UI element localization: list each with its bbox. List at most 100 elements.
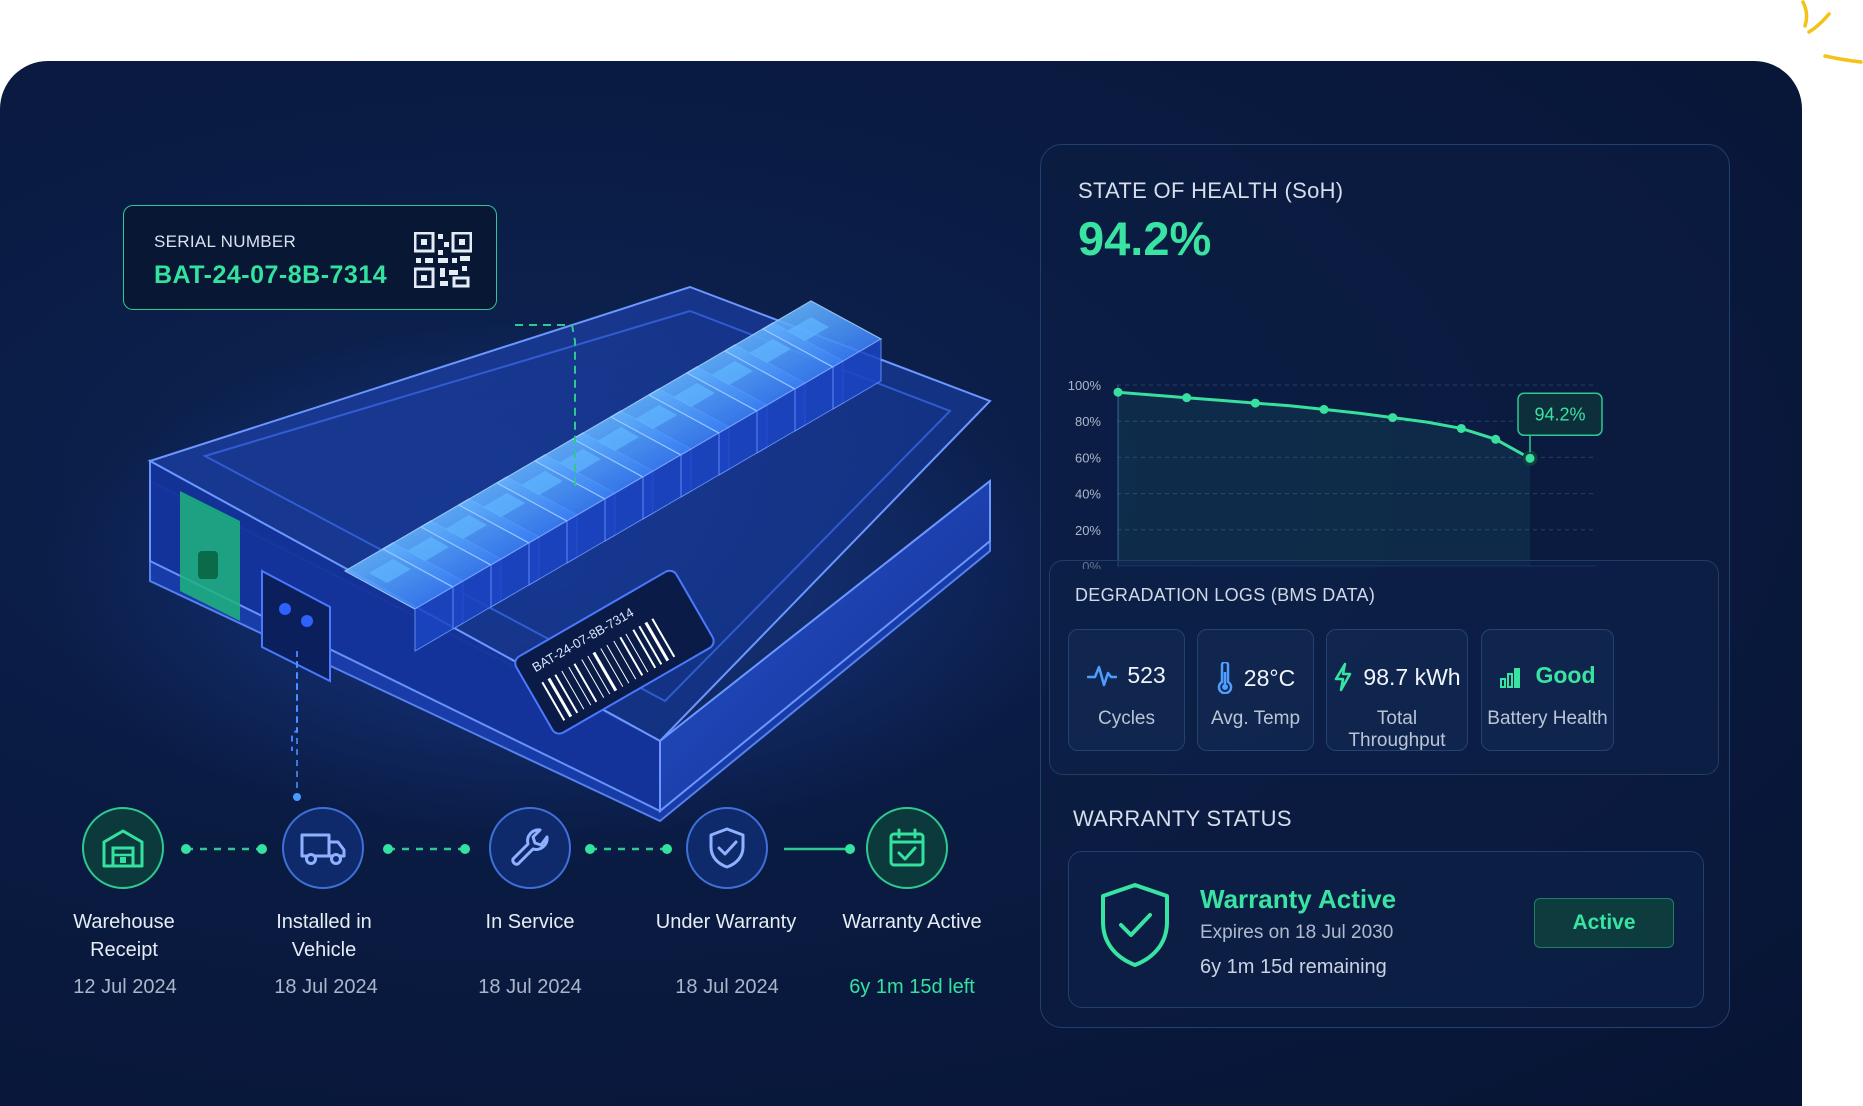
y-tick-label: 40% [1075,487,1101,502]
timeline-step-under-warranty[interactable] [686,807,768,889]
cell-terminal [521,471,563,495]
timeline-connectors [181,844,855,854]
y-tick-label: 20% [1075,523,1101,538]
stat-card-cycles[interactable]: 523 Cycles [1068,629,1185,751]
barcode-bar [651,618,676,658]
stat-value: Good [1535,662,1596,688]
timeline-step-label: In Service [485,911,575,933]
battery-health-panel: STATE OF HEALTH (SoH) 94.2% 0% 20% 40% 60% 8… [1040,144,1730,1028]
soh-line-chart: 0%20%40%60%80%100% 01Y2Y3Y4Y5Y6Y 94.2% [1068,378,1603,569]
cell-terminal [711,361,753,385]
timeline-step-label: Installed in Vehicle [276,911,372,961]
stat-label: Total Throughput [1348,708,1446,751]
barcode-bar [619,636,644,676]
timeline-step-date: 18 Jul 2024 [274,976,378,998]
timeline-step-label: Warehouse Receipt [73,911,175,961]
cell-terminal [749,339,791,363]
battery-passport-card: BAT-24-07-8B-7314 SERIAL NUMBER BAT-24-0… [0,61,1802,1106]
y-tick-label: 80% [1075,414,1101,429]
barcode-bar [547,677,573,718]
stat-label: Battery Health [1487,708,1608,729]
serial-number-label: SERIAL NUMBER [154,232,297,251]
barcode-bar [592,651,618,692]
timeline-step-date: 12 Jul 2024 [73,976,177,998]
battery-cell-side [832,338,882,410]
barcode-bar [573,663,598,703]
cell-terminal [559,449,601,473]
stat-card-total-throughput[interactable]: 98.7 kWh Total Throughput [1326,629,1468,751]
warranty-expires: Expires on 18 Jul 2030 [1200,922,1394,943]
warehouse-icon [102,829,144,868]
stat-label: Cycles [1097,708,1155,729]
barcode-bar [625,633,649,673]
data-point [1456,423,1466,433]
barcode-bar [600,648,624,687]
pulse-icon [1087,665,1118,686]
stat-card-battery-health[interactable]: Good Battery Health [1481,629,1614,751]
data-point [1250,398,1260,408]
sparkle-decoration [1801,0,1863,64]
cell-terminal [673,383,715,407]
timeline-step-warranty-active[interactable] [866,807,948,889]
battery-pack-illustration: BAT-24-07-8B-7314 [40,285,1040,841]
degradation-logs-title: DEGRADATION LOGS (BMS DATA) [1075,585,1376,605]
thermometer-icon [1217,662,1233,694]
y-tick-label: 100% [1068,378,1102,393]
truck-icon [300,833,346,865]
timeline-step-date: 18 Jul 2024 [478,976,582,998]
lightning-icon [1335,662,1352,692]
shield-check-icon [709,827,745,869]
soh-value: 94.2% [1078,212,1212,265]
soh-series-area [1118,392,1530,566]
warranty-status-title: WARRANTY STATUS [1073,806,1292,831]
stat-card-avg-temp[interactable]: 28°C Avg. Temp [1197,629,1314,751]
degradation-logs-section: DEGRADATION LOGS (BMS DATA) 523 Cycles [1049,560,1719,775]
timeline-step-warehouse-receipt[interactable] [82,807,164,889]
soh-callout-box [1517,392,1603,437]
barcode-bar [561,670,585,710]
stat-value: 523 [1127,662,1166,688]
timeline-step-in-service[interactable] [489,807,571,889]
barcode-bar [554,674,579,714]
timeline-step-label: Under Warranty [655,911,797,933]
barcode-bar [541,681,566,721]
warranty-active-badge[interactable]: Active [1534,898,1674,948]
cell-terminal [407,537,449,561]
battery-cells [343,300,883,652]
cell-terminal [787,317,829,341]
stat-value: 98.7 kWh [1363,663,1461,690]
qr-code-icon[interactable] [414,232,472,288]
data-point [1388,413,1398,423]
data-point [1522,450,1538,466]
timeline-step-installed-in-vehicle[interactable] [282,807,364,889]
data-point [1491,434,1501,444]
calendar-check-icon [889,828,925,867]
barcode-bar [613,640,637,680]
serial-number-value: BAT-24-07-8B-7314 [154,261,388,289]
warranty-remaining: 6y 1m 15d remaining [1200,956,1387,978]
data-point [1182,393,1192,403]
cell-terminal [635,405,677,429]
signal-bars-icon [1500,667,1521,688]
data-point [1319,404,1329,414]
timeline-step-date: 6y 1m 15d left [849,976,975,998]
y-tick-label: 0% [1082,559,1101,569]
barcode-bar [638,625,663,665]
barcode-bar [587,655,611,695]
stat-label: Avg. Temp [1210,708,1301,729]
cell-terminal [483,493,525,517]
data-point [1113,387,1123,397]
barcode-bar [581,659,605,698]
timeline-step-label: Warranty Active [842,911,982,933]
wrench-icon [511,828,549,866]
barcode-bar [632,629,657,669]
barcode-bar [568,666,592,706]
warranty-heading: Warranty Active [1200,884,1397,914]
soh-title: STATE OF HEALTH (SoH) [1078,178,1344,203]
warranty-status-box: Warranty Active Expires on 18 Jul 2030 6… [1068,851,1704,1008]
cell-terminal [445,515,487,539]
timeline-step-date: 18 Jul 2024 [675,976,779,998]
cell-terminal [369,559,411,583]
serial-number-box: SERIAL NUMBER BAT-24-07-8B-7314 [123,205,497,310]
stat-value: 28°C [1243,664,1296,691]
